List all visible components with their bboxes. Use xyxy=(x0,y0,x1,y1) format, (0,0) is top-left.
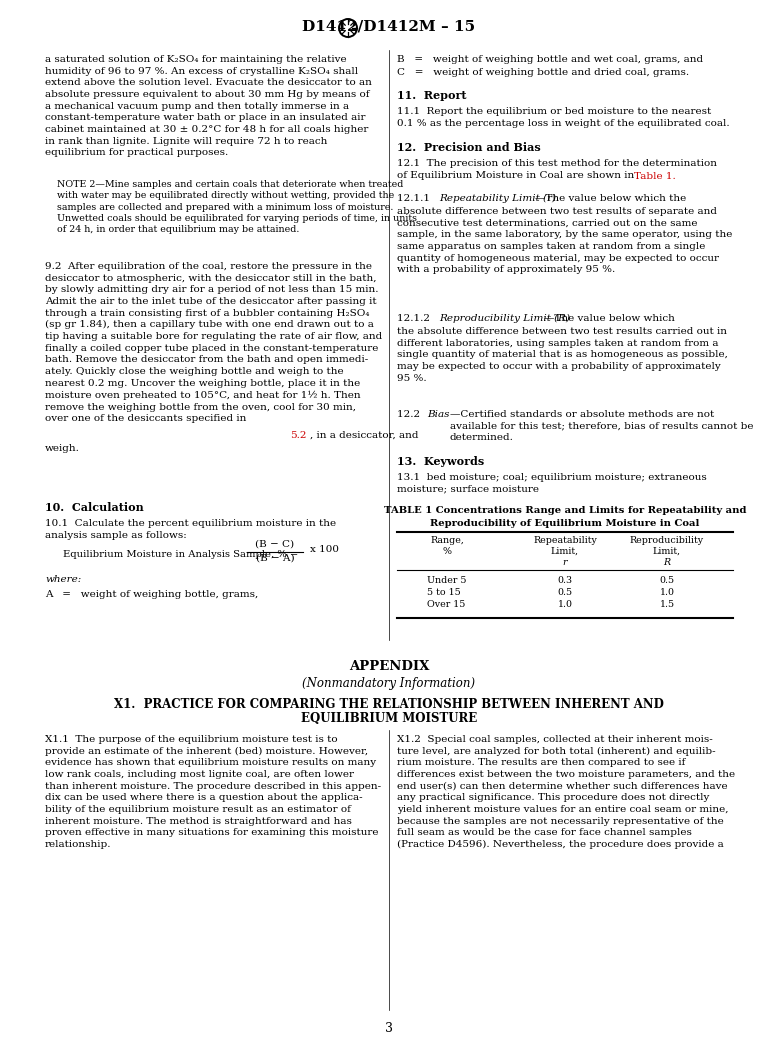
Text: APPENDIX: APPENDIX xyxy=(349,660,429,672)
Text: 5 to 15: 5 to 15 xyxy=(427,588,461,596)
Text: 12.1.2: 12.1.2 xyxy=(397,314,436,323)
Text: Bias: Bias xyxy=(427,410,450,418)
Text: Limit,: Limit, xyxy=(653,547,681,556)
Text: Equilibrium Moisture in Analysis Sample, % =: Equilibrium Moisture in Analysis Sample,… xyxy=(63,550,298,559)
Text: X1.1  The purpose of the equilibrium moisture test is to
provide an estimate of : X1.1 The purpose of the equilibrium mois… xyxy=(45,735,381,849)
Text: 11.  Report: 11. Report xyxy=(397,90,467,101)
Text: 10.  Calculation: 10. Calculation xyxy=(45,502,144,513)
Text: Limit,: Limit, xyxy=(551,547,579,556)
Text: 0.5: 0.5 xyxy=(660,576,675,585)
Text: 12.  Precision and Bias: 12. Precision and Bias xyxy=(397,142,541,153)
Text: , in a desiccator, and: , in a desiccator, and xyxy=(310,431,419,440)
Text: 13.1  bed moisture; coal; equilibrium moisture; extraneous
moisture; surface moi: 13.1 bed moisture; coal; equilibrium moi… xyxy=(397,473,706,493)
Text: B   =   weight of weighing bottle and wet coal, grams, and: B = weight of weighing bottle and wet co… xyxy=(397,55,703,64)
Text: 0.5: 0.5 xyxy=(558,588,573,596)
Text: 1.0: 1.0 xyxy=(660,588,675,596)
Text: r: r xyxy=(562,558,567,567)
Text: 13.  Keywords: 13. Keywords xyxy=(397,456,484,467)
Text: %: % xyxy=(443,547,451,556)
Text: A   =   weight of weighing bottle, grams,: A = weight of weighing bottle, grams, xyxy=(45,590,258,599)
Text: Reproducibility of Equilibrium Moisture in Coal: Reproducibility of Equilibrium Moisture … xyxy=(430,519,699,528)
Text: 1.0: 1.0 xyxy=(558,600,573,609)
Text: 12.1.1: 12.1.1 xyxy=(397,194,436,203)
Text: NOTE 2—Mine samples and certain coals that deteriorate when treated
with water m: NOTE 2—Mine samples and certain coals th… xyxy=(57,180,417,234)
Text: 12.2: 12.2 xyxy=(397,410,426,418)
Text: absolute difference between two test results of separate and
consecutive test de: absolute difference between two test res… xyxy=(397,207,732,274)
Text: —The value below which: —The value below which xyxy=(544,314,675,323)
Text: 3: 3 xyxy=(385,1022,393,1035)
Text: —Certified standards or absolute methods are not
available for this test; theref: —Certified standards or absolute methods… xyxy=(450,410,754,442)
Text: EQUILIBRIUM MOISTURE: EQUILIBRIUM MOISTURE xyxy=(301,712,477,725)
Text: TABLE 1 Concentrations Range and Limits for Repeatability and: TABLE 1 Concentrations Range and Limits … xyxy=(384,506,746,515)
Text: Reproducibility: Reproducibility xyxy=(630,536,704,545)
Text: Repeatability: Repeatability xyxy=(533,536,597,545)
Text: 9.2  After equilibration of the coal, restore the pressure in the
desiccator to : 9.2 After equilibration of the coal, res… xyxy=(45,262,382,423)
Text: Reproducibility Limit (R): Reproducibility Limit (R) xyxy=(439,314,570,323)
Text: 5.2: 5.2 xyxy=(290,431,307,440)
Text: Over 15: Over 15 xyxy=(427,600,465,609)
Text: C   =   weight of weighing bottle and dried coal, grams.: C = weight of weighing bottle and dried … xyxy=(397,68,689,77)
Text: 0.3: 0.3 xyxy=(558,576,573,585)
Text: where:: where: xyxy=(45,575,81,584)
Text: X1.  PRACTICE FOR COMPARING THE RELATIONSHIP BETWEEN INHERENT AND: X1. PRACTICE FOR COMPARING THE RELATIONS… xyxy=(114,699,664,711)
Text: D1412/D1412M – 15: D1412/D1412M – 15 xyxy=(303,19,475,33)
Text: a saturated solution of K₂SO₄ for maintaining the relative
humidity of 96 to 97 : a saturated solution of K₂SO₄ for mainta… xyxy=(45,55,372,157)
Text: —The value below which the: —The value below which the xyxy=(535,194,686,203)
Text: weigh.: weigh. xyxy=(45,445,80,453)
Text: (B − A): (B − A) xyxy=(256,554,294,563)
Text: R: R xyxy=(664,558,671,567)
Text: X1.2  Special coal samples, collected at their inherent mois-
ture level, are an: X1.2 Special coal samples, collected at … xyxy=(397,735,735,849)
Text: (B − C): (B − C) xyxy=(255,540,295,549)
Text: 10.1  Calculate the percent equilibrium moisture in the
analysis sample as follo: 10.1 Calculate the percent equilibrium m… xyxy=(45,519,336,539)
Text: Under 5: Under 5 xyxy=(427,576,467,585)
Text: 12.1  The precision of this test method for the determination
of Equilibrium Moi: 12.1 The precision of this test method f… xyxy=(397,159,717,180)
Text: Range,: Range, xyxy=(430,536,464,545)
Text: the absolute difference between two test results carried out in
different labora: the absolute difference between two test… xyxy=(397,327,728,383)
Text: (Nonmandatory Information): (Nonmandatory Information) xyxy=(303,677,475,690)
Text: x 100: x 100 xyxy=(310,545,339,555)
Text: Repeatability Limit (r): Repeatability Limit (r) xyxy=(439,194,556,203)
Text: 1.5: 1.5 xyxy=(660,600,675,609)
Text: 11.1  Report the equilibrium or bed moisture to the nearest
0.1 % as the percent: 11.1 Report the equilibrium or bed moist… xyxy=(397,107,730,128)
Text: Table 1.: Table 1. xyxy=(634,172,676,181)
